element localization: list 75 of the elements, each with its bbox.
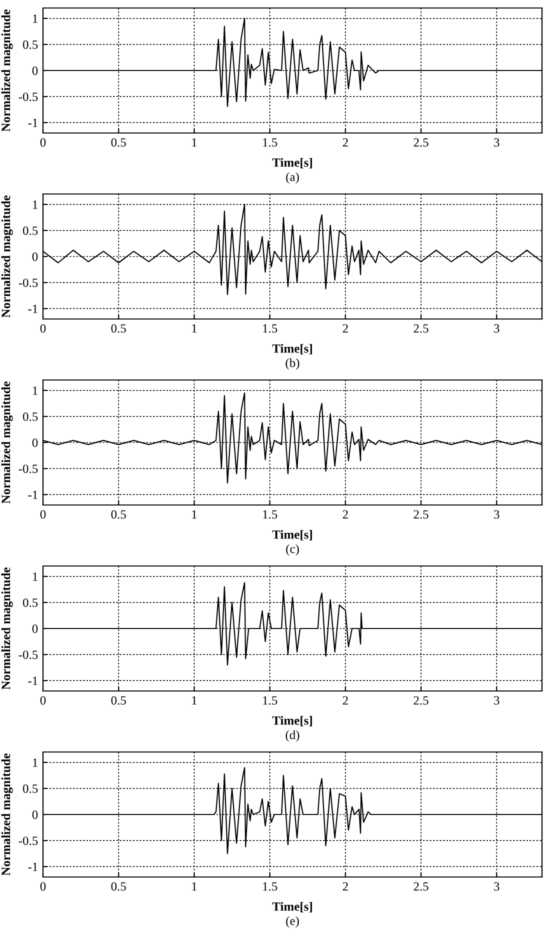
y-axis-title: Normalized magnitude (1, 196, 13, 318)
y-tick-label: -1 (28, 118, 38, 127)
y-tick-label: -1 (28, 862, 38, 871)
y-axis-title: Normalized magnitude (1, 568, 13, 690)
x-tick-label: 1 (192, 324, 197, 333)
y-tick-label: 0.5 (22, 784, 38, 793)
y-tick-label: 0.5 (22, 40, 38, 49)
x-tick-label: 1 (192, 882, 197, 891)
x-tick-label: 1 (192, 696, 197, 705)
x-tick-label: 0.5 (111, 138, 126, 147)
y-tick-label: 0 (32, 810, 38, 819)
y-tick-label: -0.5 (18, 836, 38, 846)
x-tick-label: 2.5 (414, 324, 428, 333)
y-axis-title: Normalized magnitude (1, 382, 13, 504)
y-tick-label: -0.5 (18, 92, 38, 102)
x-axis-title: Time[s] (272, 530, 312, 540)
x-tick-label: 1.5 (263, 696, 278, 705)
y-tick-label: -0.5 (18, 278, 38, 288)
x-tick-label: 3 (494, 510, 500, 519)
y-tick-label: 1 (32, 200, 38, 209)
x-axis-title: Time[s] (272, 902, 312, 912)
y-tick-label: 0 (32, 624, 38, 633)
x-tick-label: 0 (40, 882, 46, 891)
y-tick-label: 1 (32, 758, 38, 767)
y-tick-label: 1 (32, 386, 38, 395)
x-tick-label: 0 (40, 696, 46, 705)
x-tick-label: 1.5 (263, 324, 278, 333)
y-tick-label: -0.5 (18, 464, 38, 474)
text: (e) (286, 916, 299, 928)
x-tick-label: 2 (342, 324, 348, 333)
x-tick-label: 0.5 (111, 696, 126, 705)
x-tick-label: 1.5 (263, 882, 278, 891)
x-tick-label: 2 (342, 510, 348, 519)
text: (b) (286, 358, 300, 370)
x-tick-label: 0 (40, 324, 46, 333)
x-tick-label: 0 (40, 138, 46, 147)
y-tick-label: -0.5 (18, 650, 38, 660)
x-tick-label: 2.5 (414, 882, 428, 891)
x-tick-label: 2.5 (414, 138, 428, 147)
x-axis-title: Time[s] (272, 344, 312, 354)
x-tick-label: 3 (494, 138, 500, 147)
y-tick-label: -1 (28, 676, 38, 685)
y-axis-title: Normalized magnitude (1, 10, 13, 132)
x-tick-label: 1.5 (263, 138, 278, 147)
y-tick-label: 0.5 (22, 412, 38, 421)
x-tick-label: 3 (494, 324, 500, 333)
x-tick-label: 3 (494, 882, 500, 891)
text: (c) (286, 544, 299, 556)
x-tick-label: 1 (192, 510, 197, 519)
x-tick-label: 3 (494, 696, 500, 705)
y-tick-label: 0 (32, 252, 38, 261)
x-tick-label: 0.5 (111, 324, 126, 333)
text: (d) (286, 730, 300, 742)
x-tick-label: 0.5 (111, 510, 126, 519)
x-tick-label: 2.5 (414, 696, 428, 705)
y-tick-label: 1 (32, 14, 38, 23)
x-tick-label: 0 (40, 510, 46, 519)
y-tick-label: 0 (32, 438, 38, 447)
y-tick-label: 0.5 (22, 226, 38, 235)
x-tick-label: 0.5 (111, 882, 126, 891)
x-tick-label: 2 (342, 882, 348, 891)
x-tick-label: 2 (342, 696, 348, 705)
y-axis-title: Normalized magnitude (1, 754, 13, 876)
x-tick-label: 1 (192, 138, 197, 147)
x-tick-label: 1.5 (263, 510, 278, 519)
y-tick-label: 0 (32, 66, 38, 75)
text: (a) (286, 172, 299, 184)
x-axis-title: Time[s] (272, 158, 312, 168)
x-axis-title: Time[s] (272, 716, 312, 726)
x-tick-label: 2.5 (414, 510, 428, 519)
y-tick-label: -1 (28, 490, 38, 499)
y-tick-label: -1 (28, 304, 38, 313)
y-tick-label: 0.5 (22, 598, 38, 607)
x-tick-label: 2 (342, 138, 348, 147)
y-tick-label: 1 (32, 572, 38, 581)
